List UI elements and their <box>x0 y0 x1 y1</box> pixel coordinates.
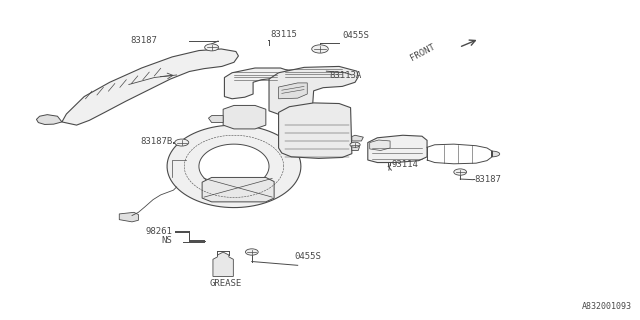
Text: 0455S: 0455S <box>294 252 321 261</box>
Polygon shape <box>368 135 427 163</box>
Polygon shape <box>199 144 269 188</box>
Text: 83187: 83187 <box>475 174 502 184</box>
Circle shape <box>205 44 219 51</box>
Text: 83187: 83187 <box>131 36 157 44</box>
Circle shape <box>175 139 189 146</box>
Text: 0455S: 0455S <box>342 31 369 40</box>
Polygon shape <box>167 125 301 208</box>
Text: 83187B: 83187B <box>140 137 172 146</box>
Text: 83115: 83115 <box>270 30 297 39</box>
Polygon shape <box>278 83 307 99</box>
Text: FRONT: FRONT <box>409 42 436 62</box>
Circle shape <box>312 45 328 53</box>
Polygon shape <box>202 178 274 202</box>
Polygon shape <box>119 212 138 222</box>
Circle shape <box>454 169 467 175</box>
Text: GREASE: GREASE <box>209 279 242 288</box>
Polygon shape <box>225 68 288 99</box>
Polygon shape <box>370 140 390 150</box>
Circle shape <box>246 249 258 255</box>
Polygon shape <box>62 49 239 125</box>
Polygon shape <box>223 105 266 129</box>
Polygon shape <box>278 103 352 158</box>
Polygon shape <box>352 145 360 150</box>
Text: NS: NS <box>161 236 172 245</box>
Polygon shape <box>492 151 500 157</box>
Polygon shape <box>269 67 358 115</box>
Polygon shape <box>352 135 364 141</box>
Text: A832001093: A832001093 <box>582 302 632 311</box>
Text: 83113A: 83113A <box>330 71 362 80</box>
Polygon shape <box>213 252 234 276</box>
Text: 93114: 93114 <box>392 160 419 169</box>
Polygon shape <box>209 116 223 123</box>
Text: 98261: 98261 <box>145 227 172 236</box>
Circle shape <box>350 142 360 147</box>
Polygon shape <box>36 115 62 124</box>
